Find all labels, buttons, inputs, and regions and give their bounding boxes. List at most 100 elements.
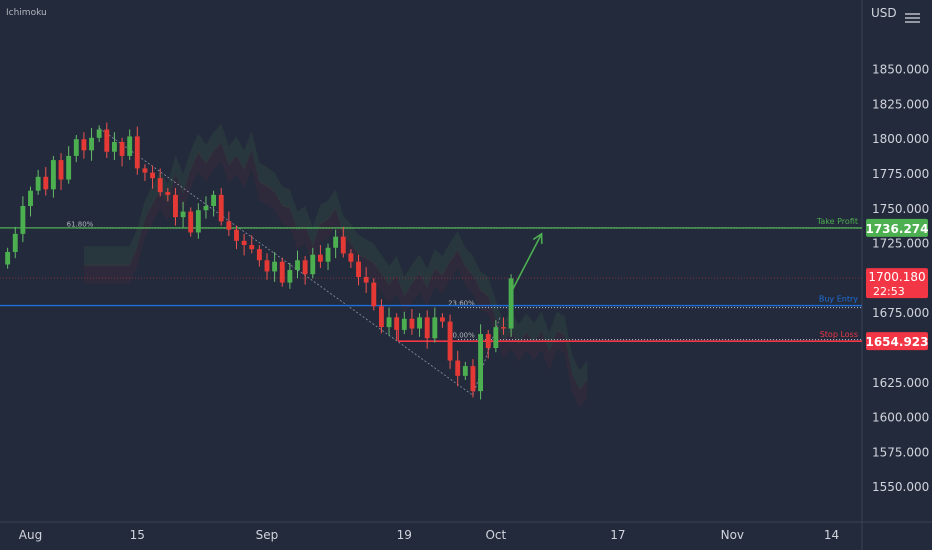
candle-body [173,194,178,218]
candle [218,187,224,226]
candle [12,226,18,259]
candle-body [333,236,339,248]
candle [264,253,270,280]
candle [462,361,468,381]
candle-body [470,366,476,392]
time-tick-label: Sep [256,528,279,542]
candle [317,244,323,268]
price-tick-label: 1800.000 [872,132,929,146]
candle-body [394,317,400,330]
current-price: 1700.180 [868,270,925,284]
candle [272,251,278,282]
candle-body [501,327,506,329]
take-profit-price-tag: 1736.274 [865,218,929,237]
candle [485,329,491,359]
candle-body [371,282,377,307]
candle-body [317,254,323,262]
candle-body [150,172,156,179]
candle-body [234,229,239,241]
candle-body [211,194,217,207]
candle-body [440,317,445,322]
candle [104,122,110,158]
candle-body [363,277,369,283]
current-price-tag-bg [866,268,928,299]
price-tick-label: 1825.000 [872,97,929,111]
candle [96,125,102,142]
candle-body [165,192,171,195]
price-tick-label: 1600.000 [872,411,929,425]
candle-body [417,317,422,329]
candle-body [340,236,346,254]
candle [150,165,156,189]
candle [249,235,255,254]
candle [363,267,369,294]
candle [340,226,346,258]
candle-body [386,317,392,328]
settings-menu-icon[interactable] [905,13,920,23]
take-profit-price: 1736.274 [865,222,928,236]
fib-trendline[interactable] [98,127,474,396]
take-profit-label: Take Profit [816,217,858,226]
trade-levels[interactable]: Take Profit Buy Entry Stop Loss [0,217,862,342]
stop-loss-price: 1654.923 [865,335,928,349]
candle-body [249,244,255,250]
time-ticks: Aug 15 Sep 19 Oct 17 Nov 14 [19,528,839,542]
candle [241,233,247,256]
candle-body [272,261,278,272]
candle [89,128,94,161]
time-tick-label: 19 [397,528,412,542]
candle-body [478,334,484,392]
candle [394,313,400,341]
projection-arrow[interactable] [510,232,543,293]
fib-level-label: 61.80% [67,220,94,228]
candle-body [348,253,354,262]
plot-area[interactable] [0,0,862,522]
candle [310,247,316,279]
projection-arrow-shaft[interactable] [510,233,543,293]
bar-countdown: 22:53 [873,285,905,298]
candle-body [157,178,163,193]
candle-body [180,211,186,218]
price-tick-label: 1775.000 [872,167,929,181]
candle-body [73,139,79,156]
indicator-label[interactable]: Ichimoku [6,8,47,18]
fib-level-label: 50.00% [448,332,475,340]
candle-body [111,141,117,152]
candle [188,207,194,237]
candle-body [195,210,201,233]
candle [371,278,377,311]
candle-body [356,261,361,278]
candle-body [66,155,72,180]
candle [279,257,285,287]
candle-body [287,270,293,283]
candle [195,203,201,239]
candle [256,244,262,267]
candle [134,126,140,175]
price-tick-label: 1625.000 [872,376,929,390]
buy-entry-label: Buy Entry [819,295,858,304]
candle [180,201,186,228]
candle [142,164,148,181]
candle [493,320,499,353]
candle-body [218,194,224,222]
candle-body [455,360,461,376]
stop-loss-price-tag: 1654.923 [865,332,929,351]
candle-body [127,136,133,156]
candle-body [134,136,140,169]
candle [302,256,308,285]
candle-body [302,260,308,275]
candle [66,146,72,184]
candle [119,137,125,167]
candle-body [279,261,285,283]
price-tick-label: 1550.000 [872,480,929,494]
candle [211,190,217,217]
projection-arrow-head[interactable] [532,232,543,244]
time-tick-label: Oct [485,528,506,542]
candle [417,313,422,337]
candle [234,225,239,250]
candle-body [142,168,148,173]
stop-loss-tag-bg [866,332,928,351]
price-tick-label: 1575.000 [872,445,929,459]
